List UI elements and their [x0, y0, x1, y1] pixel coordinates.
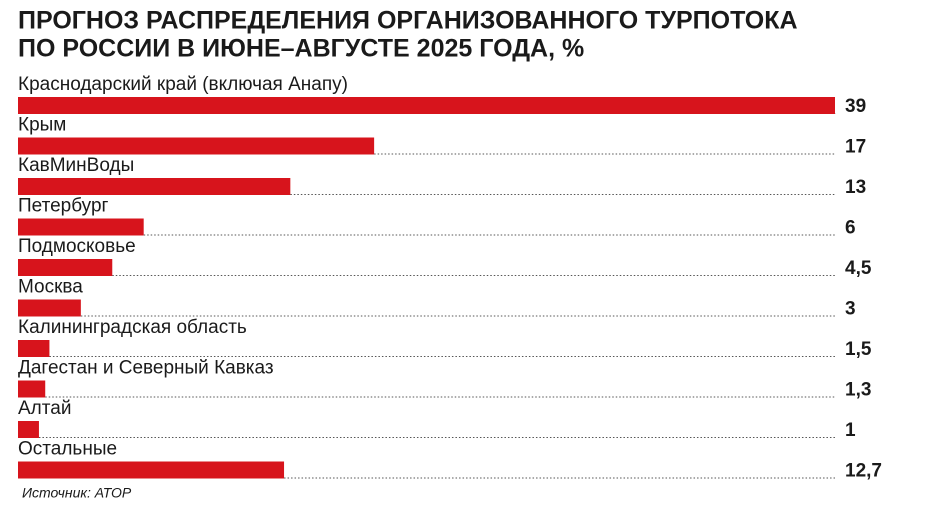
- category-label: КавМинВоды: [18, 155, 134, 176]
- value-label: 12,7: [845, 461, 882, 482]
- value-label: 4,5: [845, 258, 872, 279]
- source: Источник: АТОР: [22, 485, 132, 501]
- value-label: 1,3: [845, 380, 871, 401]
- chart-title: ПО РОССИИ В ИЮНЕ–АВГУСТЕ 2025 ГОДА, %: [18, 35, 584, 63]
- bar: [18, 380, 46, 398]
- category-label: Петербург: [18, 196, 109, 217]
- category-label: Подмосковье: [18, 236, 136, 257]
- category-label: Дагестан и Северный Кавказ: [18, 358, 274, 379]
- value-label: 17: [845, 137, 866, 158]
- value-label: 3: [845, 299, 856, 320]
- category-label: Калининградская область: [18, 317, 247, 338]
- value-label: 1,5: [845, 339, 872, 360]
- category-label: Крым: [18, 115, 66, 136]
- bar: [18, 461, 285, 479]
- value-label: 1: [845, 420, 856, 441]
- value-label: 6: [845, 218, 856, 239]
- bar: [18, 340, 50, 357]
- value-label: 39: [845, 96, 866, 117]
- bar: [18, 299, 81, 317]
- value-label: 13: [845, 177, 866, 198]
- bar: [18, 97, 835, 114]
- bar: [18, 259, 113, 276]
- bar: [18, 218, 144, 236]
- bar: [18, 178, 291, 195]
- category-label: Алтай: [18, 398, 71, 419]
- category-label: Краснодарский край (включая Анапу): [18, 74, 348, 95]
- category-label: Москва: [18, 277, 83, 298]
- category-label: Остальные: [18, 439, 117, 460]
- chart-title: ПРОГНОЗ РАСПРЕДЕЛЕНИЯ ОРГАНИЗОВАННОГО ТУ…: [18, 7, 798, 35]
- bar: [18, 421, 39, 438]
- bar: [18, 137, 375, 155]
